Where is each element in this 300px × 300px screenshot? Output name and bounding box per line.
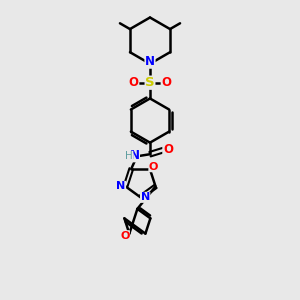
Text: O: O — [163, 143, 173, 157]
Text: N: N — [129, 149, 140, 162]
Text: O: O — [149, 162, 158, 172]
Text: O: O — [129, 76, 139, 89]
Text: O: O — [120, 231, 129, 241]
Text: N: N — [116, 182, 125, 191]
Text: O: O — [161, 76, 171, 89]
Text: H: H — [125, 151, 133, 161]
Text: N: N — [140, 192, 150, 202]
Text: S: S — [145, 76, 155, 89]
Text: N: N — [145, 55, 155, 68]
